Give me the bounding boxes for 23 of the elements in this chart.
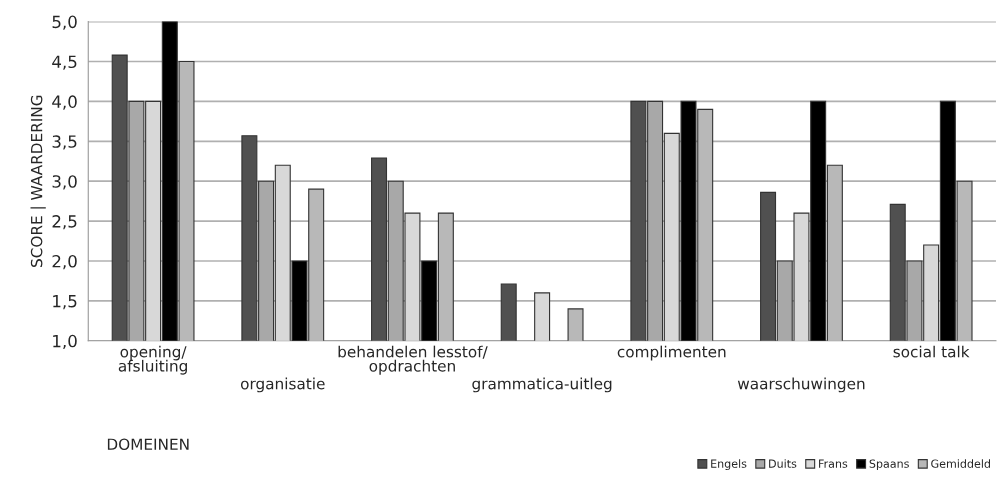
legend-label: Spaans [869,459,909,470]
legend-label: Frans [819,459,848,468]
x-axis-title: DOMEINEN [107,438,189,450]
x-tick-label: grammatica-uitleg [472,377,612,393]
y-tick-label: 5,0 [52,15,77,30]
y-axis-title: SCORE | WAARDERING [30,95,46,267]
x-tick-label: behandelen lesstof/ opdrachten [338,345,488,375]
x-tick-label: organisatie [240,377,325,393]
y-tick-label: 2,0 [52,254,77,270]
y-tick-label: 1,5 [53,295,77,310]
legend-label: Engels [711,459,747,470]
y-tick-label: 4,5 [52,55,77,70]
y-tick-label: 2,5 [52,215,77,230]
legend-label: Duits [769,459,797,468]
x-tick-label: opening/ afsluiting [118,345,187,375]
y-tick-label: 3,5 [52,135,77,150]
x-tick-label: social talk [893,345,970,358]
y-tick-label: 3,0 [52,175,77,190]
x-tick-label: waarschuwingen [737,377,865,393]
y-tick-label: 1,0 [53,334,77,350]
y-tick-label: 4,0 [52,95,77,110]
x-tick-label: complimenten [617,345,726,361]
legend-label: Gemiddeld [931,459,990,468]
